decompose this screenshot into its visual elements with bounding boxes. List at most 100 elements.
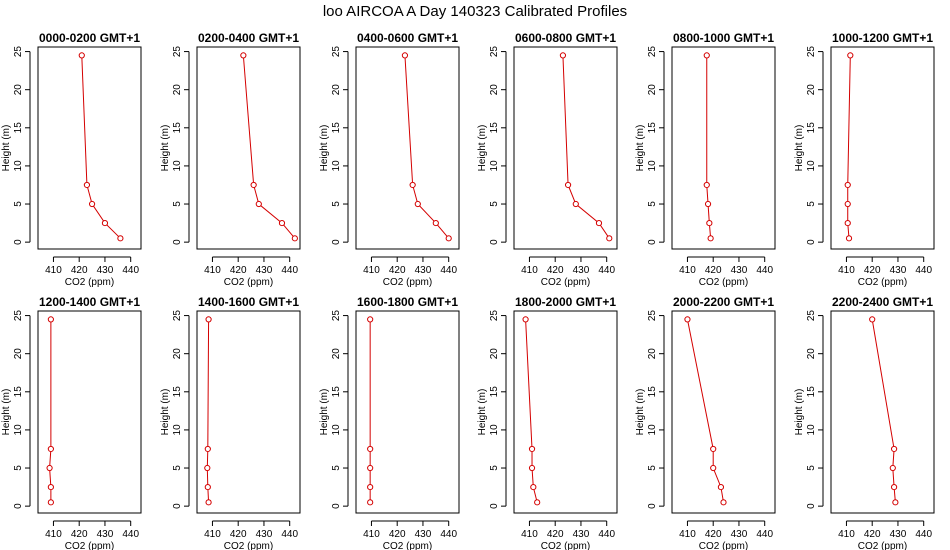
data-point: [889, 464, 896, 472]
data-point: [844, 219, 851, 227]
x-tick-label: 420: [705, 529, 722, 540]
panel-title: 2200-2400 GMT+1: [832, 295, 933, 309]
panel-title: 1600-1800 GMT+1: [357, 295, 458, 309]
x-tick-label: 410: [45, 529, 62, 540]
data-point: [706, 219, 713, 227]
y-tick-label: 10: [13, 160, 24, 172]
x-tick-label: 430: [256, 529, 273, 540]
y-tick-label: 25: [331, 310, 342, 322]
data-point: [204, 483, 211, 491]
y-tick-label: 0: [172, 239, 183, 245]
x-tick-label: 440: [122, 265, 139, 276]
y-tick-label: 15: [489, 122, 500, 134]
data-point: [710, 445, 717, 453]
y-tick-label: 5: [647, 465, 658, 471]
profile-line: [562, 55, 610, 239]
panels: 0000-0200 GMT+1 0 5 10 15 20 25 410 420 430 440 CO2…: [1, 31, 935, 550]
x-tick-label: 420: [547, 265, 564, 276]
y-tick-label: 15: [172, 122, 183, 134]
y-tick-label: 20: [489, 84, 500, 96]
data-point: [240, 52, 247, 59]
data-point: [445, 235, 452, 242]
profile-line: [404, 55, 450, 239]
panel-5: 0800-1000 GMT+1 0 5 10 15 20 25 410 420 430 440 CO2…: [635, 31, 776, 288]
y-axis-label: Height (m): [794, 125, 805, 172]
data-point: [847, 52, 854, 59]
x-tick-label: 420: [71, 265, 88, 276]
panel-11: 2000-2200 GMT+1 0 5 10 15 20 25 410 420 430 440 CO2…: [635, 295, 776, 550]
x-tick-label: 420: [389, 265, 406, 276]
panel-title: 0200-0400 GMT+1: [198, 31, 299, 45]
data-point: [83, 181, 91, 189]
x-tick-label: 440: [756, 529, 773, 540]
y-tick-label: 25: [172, 46, 183, 58]
y-tick-label: 10: [172, 424, 183, 436]
x-tick-label: 410: [679, 529, 696, 540]
plot-frame: [830, 310, 935, 514]
x-tick-label: 420: [547, 529, 564, 540]
y-tick-label: 5: [331, 465, 342, 471]
plot-frame: [671, 46, 776, 250]
x-tick-label: 410: [363, 265, 380, 276]
y-tick-label: 20: [13, 348, 24, 360]
y-tick-label: 0: [647, 503, 658, 509]
data-point: [367, 464, 374, 472]
panel-title: 0600-0800 GMT+1: [515, 31, 616, 45]
data-point: [720, 499, 727, 506]
plot-frame: [830, 46, 935, 250]
y-tick-label: 25: [806, 46, 817, 58]
x-tick-label: 420: [230, 265, 247, 276]
y-tick-label: 15: [647, 386, 658, 398]
x-axis-label: CO2 (ppm): [224, 277, 273, 288]
data-point: [432, 219, 439, 227]
x-axis-label: CO2 (ppm): [541, 541, 590, 550]
panel-12: 2200-2400 GMT+1 0 5 10 15 20 25 410 420 430 440 CO2…: [794, 295, 935, 550]
y-axis-label: Height (m): [319, 125, 330, 172]
y-tick-label: 25: [489, 46, 500, 58]
y-tick-label: 20: [331, 348, 342, 360]
x-tick-label: 440: [756, 265, 773, 276]
data-point: [564, 181, 572, 189]
y-tick-label: 5: [172, 201, 183, 207]
panel-1: 0000-0200 GMT+1 0 5 10 15 20 25 410 420 430 440 CO2…: [1, 31, 142, 288]
plot-frame: [37, 310, 142, 514]
data-point: [250, 181, 257, 189]
data-point: [703, 52, 710, 59]
x-axis-label: CO2 (ppm): [65, 541, 114, 550]
plot-frame: [671, 310, 776, 514]
y-tick-label: 0: [331, 503, 342, 509]
data-point: [530, 483, 537, 491]
x-tick-label: 420: [389, 529, 406, 540]
y-tick-label: 5: [806, 465, 817, 471]
figure-title: loo AIRCOA A Day 140323 Calibrated Profi…: [323, 3, 627, 20]
y-tick-label: 25: [331, 46, 342, 58]
data-point: [78, 52, 85, 59]
profile-line: [706, 55, 712, 239]
x-axis-label: CO2 (ppm): [541, 277, 590, 288]
panel-9: 1600-1800 GMT+1 0 5 10 15 20 25 410 420 430 440 CO2…: [319, 295, 460, 550]
data-point: [703, 181, 710, 189]
x-tick-label: 440: [915, 529, 932, 540]
profile-line: [847, 55, 851, 239]
data-point: [844, 181, 851, 189]
y-tick-label: 5: [489, 465, 500, 471]
data-point: [528, 445, 536, 453]
data-point: [367, 316, 374, 323]
y-axis-label: Height (m): [319, 389, 330, 436]
y-tick-label: 15: [331, 386, 342, 398]
plot-frame: [196, 46, 301, 250]
y-tick-label: 20: [13, 84, 24, 96]
y-tick-label: 0: [806, 239, 817, 245]
panel-title: 1400-1600 GMT+1: [198, 295, 299, 309]
data-point: [101, 219, 109, 227]
x-tick-label: 430: [731, 265, 748, 276]
y-tick-label: 10: [331, 160, 342, 172]
data-point: [717, 483, 725, 491]
x-tick-label: 420: [71, 529, 88, 540]
data-point: [47, 316, 54, 323]
y-tick-label: 20: [489, 348, 500, 360]
panel-3: 0400-0600 GMT+1 0 5 10 15 20 25 410 420 430 440 CO2…: [319, 31, 460, 288]
profile-line: [871, 319, 896, 503]
panel-2: 0200-0400 GMT+1 0 5 10 15 20 25 410 420 430 440 CO2…: [160, 31, 301, 288]
y-tick-label: 25: [647, 46, 658, 58]
